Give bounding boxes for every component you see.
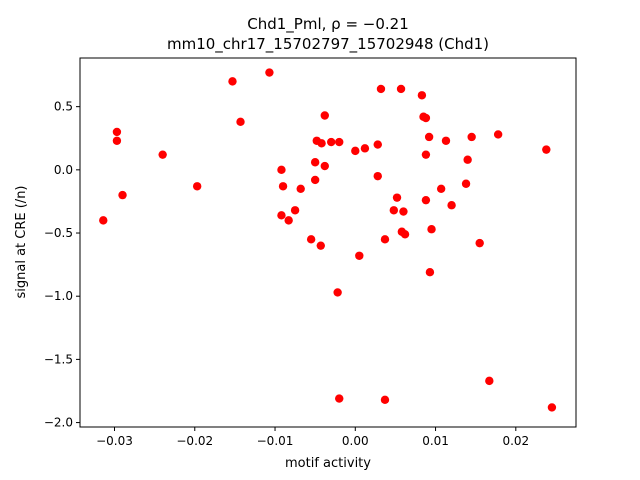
chart-title-line1: Chd1_Pml, ρ = −0.21 — [247, 15, 409, 34]
data-point-36 — [392, 193, 402, 202]
data-point-31 — [373, 171, 382, 181]
data-point-44 — [421, 150, 431, 159]
data-point-1 — [112, 127, 122, 137]
data-point-29 — [360, 144, 370, 153]
data-point-55 — [475, 238, 484, 248]
data-point-57 — [493, 130, 503, 139]
data-points — [99, 68, 557, 412]
data-point-45 — [421, 195, 431, 205]
data-point-41 — [417, 91, 427, 100]
data-point-13 — [290, 206, 300, 215]
y-axis-label: signal at CRE (/n) — [14, 185, 29, 298]
data-point-23 — [327, 137, 336, 147]
y-tick-label: −1.0 — [44, 289, 73, 303]
data-point-19 — [317, 139, 326, 148]
data-point-6 — [228, 77, 237, 86]
y-tick-label: −0.5 — [44, 226, 73, 240]
data-point-32 — [376, 84, 386, 94]
data-point-4 — [158, 150, 167, 159]
data-point-35 — [389, 206, 399, 215]
y-axis-ticks: −2.0 −1.5 −1.0 −0.5 0.0 0.5 — [44, 100, 80, 430]
y-tick-label: −1.5 — [44, 352, 73, 366]
x-tick-label: 0.01 — [422, 434, 449, 448]
data-point-48 — [427, 225, 436, 234]
data-point-46 — [424, 132, 434, 142]
data-point-50 — [441, 136, 451, 145]
data-point-5 — [192, 182, 202, 191]
data-point-49 — [436, 184, 446, 193]
x-axis-ticks: −0.03 −0.02 −0.01 0.00 0.01 0.02 — [96, 427, 529, 448]
plot-area-frame — [79, 57, 577, 428]
data-point-52 — [461, 179, 471, 188]
data-point-9 — [277, 165, 286, 175]
data-point-56 — [485, 376, 494, 386]
data-point-54 — [467, 132, 476, 142]
data-point-12 — [284, 216, 293, 225]
data-point-26 — [335, 394, 344, 403]
x-tick-label: 0.00 — [342, 434, 369, 448]
y-tick-label: 0.5 — [54, 100, 73, 114]
data-point-21 — [320, 111, 329, 120]
x-tick-label: −0.03 — [96, 434, 133, 448]
data-point-17 — [310, 175, 320, 185]
x-tick-label: −0.01 — [257, 434, 294, 448]
data-point-33 — [380, 235, 390, 244]
data-point-27 — [351, 146, 360, 156]
y-tick-label: −2.0 — [44, 416, 73, 430]
y-tick-label: 0.0 — [54, 163, 73, 177]
data-point-47 — [425, 267, 435, 277]
data-point-15 — [306, 235, 316, 244]
data-point-14 — [296, 184, 305, 193]
data-point-53 — [463, 155, 472, 164]
data-point-25 — [333, 288, 342, 297]
data-point-16 — [310, 158, 320, 167]
data-point-43 — [421, 113, 431, 123]
data-point-8 — [265, 68, 274, 77]
data-point-22 — [320, 161, 329, 171]
data-point-39 — [399, 207, 408, 216]
data-point-11 — [277, 211, 286, 220]
x-axis-label: motif activity — [285, 456, 371, 471]
data-point-0 — [99, 216, 108, 225]
data-point-37 — [396, 84, 406, 94]
data-point-51 — [447, 201, 456, 210]
chart-title-line2: mm10_chr17_15702797_15702948 (Chd1) — [167, 35, 489, 54]
data-point-3 — [118, 190, 127, 200]
data-point-7 — [236, 117, 245, 127]
data-point-59 — [547, 403, 557, 412]
x-tick-label: 0.02 — [502, 434, 529, 448]
data-point-30 — [373, 140, 382, 149]
x-tick-label: −0.02 — [176, 434, 213, 448]
data-point-10 — [278, 182, 288, 191]
data-point-2 — [112, 136, 122, 145]
data-point-20 — [316, 241, 325, 250]
data-point-58 — [542, 145, 551, 154]
data-point-34 — [380, 395, 390, 405]
data-point-24 — [335, 137, 344, 147]
data-point-40 — [400, 230, 410, 239]
data-point-28 — [355, 251, 364, 260]
